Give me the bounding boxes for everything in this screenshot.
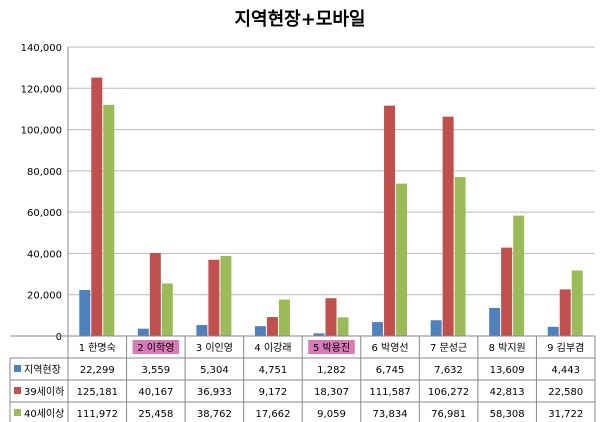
y-tick-label: 20,000 [27,291,62,302]
data-label: 31,722 [548,409,583,420]
category-label: 3 이인영 [196,342,233,354]
data-label: 38,762 [197,409,232,420]
bar-3-4 [278,299,290,336]
bars [79,77,583,337]
bar-1-3 [196,325,208,336]
data-label: 106,272 [428,387,469,398]
bar-2-8 [501,247,513,336]
data-label: 9,059 [317,409,346,420]
category-label: 2 이학영 [137,342,174,354]
data-label: 111,972 [77,409,118,420]
data-label: 22,299 [80,365,115,376]
bar-2-1 [91,77,103,337]
y-tick-label: 60,000 [27,208,62,219]
data-label: 22,580 [548,387,583,398]
legend-swatch [14,365,21,372]
category-label: 8 박지원 [489,342,526,354]
bar-2-5 [325,298,337,336]
data-label: 40,167 [138,387,173,398]
y-tick-label: 80,000 [27,167,62,178]
bar-1-6 [372,322,384,336]
bar-2-3 [208,259,220,336]
category-label: 1 한명숙 [79,342,116,354]
data-label: 17,662 [255,409,290,420]
category-label: 9 김부겸 [547,342,584,354]
data-label: 4,751 [259,365,288,376]
bar-2-2 [149,253,161,336]
bar-2-6 [384,105,396,336]
data-label: 76,981 [431,409,466,420]
data-label: 6,745 [376,365,405,376]
category-label: 4 이강래 [254,342,291,354]
legend-swatch [14,387,21,394]
bar-3-6 [396,183,408,336]
bar-3-9 [571,270,583,336]
data-label: 5,304 [200,365,229,376]
series-label: 지역현장 [24,364,61,376]
category-highlight [308,340,355,354]
data-label: 125,181 [77,387,118,398]
bar-1-7 [430,320,442,336]
axes: 0 20,000 40,000 60,000 80,000 100,000 120,000 1… [21,43,69,343]
bar-2-7 [442,116,454,336]
y-tick-label: 100,000 [21,126,62,137]
chart-title: 지역현장+모바일 [234,9,365,30]
data-label: 3,559 [142,365,171,376]
bar-1-8 [489,307,501,336]
data-label: 4,443 [551,365,580,376]
category-label: 6 박영선 [371,342,408,354]
data-label: 1,282 [317,365,346,376]
bar-1-4 [254,326,266,336]
data-label: 58,308 [490,409,525,420]
series-label: 39세이하 [24,385,64,398]
bar-3-1 [103,104,115,336]
bar-3-2 [161,283,173,336]
category-label: 7 문성근 [430,342,467,354]
bar-3-8 [513,215,525,336]
bar-1-2 [137,328,149,336]
bar-3-7 [454,177,466,336]
y-tick-label: 0 [56,332,62,343]
data-label: 42,813 [490,387,525,398]
data-label: 73,834 [373,409,408,420]
data-label: 25,458 [138,409,173,420]
category-label: 5 박용진 [313,342,350,354]
y-tick-label: 140,000 [21,43,62,54]
bar-1-1 [79,289,91,336]
data-label: 111,587 [369,387,410,398]
bar-2-9 [559,289,571,336]
bar-1-9 [547,326,559,336]
data-label: 13,609 [490,365,525,376]
bar-1-5 [313,333,325,336]
y-tick-label: 40,000 [27,249,62,260]
data-label: 9,172 [259,387,288,398]
series-label: 40세이상 [24,408,64,420]
y-tick-label: 120,000 [21,84,62,95]
category-highlight [132,340,180,354]
bar-2-4 [266,317,278,336]
bar-3-3 [220,255,232,336]
legend-swatch [14,409,21,416]
data-label: 18,307 [314,387,349,398]
data-label: 36,933 [197,387,232,398]
data-table: 1 한명숙 2 이학영 3 이인영 4 이강래 5 박용진 6 박영선 7 문성근 8 박지원… [9,335,596,422]
bar-3-5 [337,317,349,336]
data-label: 7,632 [434,365,463,376]
